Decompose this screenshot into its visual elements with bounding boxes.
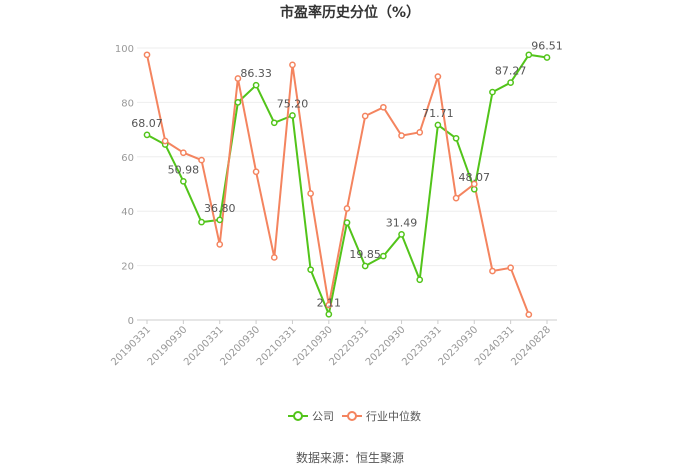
- data-point: [543, 54, 551, 61]
- data-label: 2.11: [317, 296, 342, 309]
- data-point: [180, 149, 187, 157]
- data-point: [416, 128, 424, 136]
- data-label: 75.20: [277, 97, 309, 110]
- data-point: [507, 264, 514, 272]
- data-point: [198, 218, 205, 226]
- legend-marker: [293, 411, 303, 421]
- data-point: [234, 99, 242, 106]
- y-tick-label: 80: [121, 98, 134, 109]
- data-point: [470, 180, 478, 188]
- data-point: [161, 137, 169, 145]
- legend-label[interactable]: 行业中位数: [366, 409, 421, 423]
- data-point: [216, 216, 224, 224]
- y-tick-label: 0: [128, 316, 134, 327]
- data-point: [470, 185, 478, 193]
- data-point: [489, 267, 496, 275]
- data-point: [398, 132, 405, 139]
- data-point: [289, 61, 296, 69]
- source-text: 数据来源：恒生聚源: [296, 450, 404, 465]
- series-line-1: [146, 54, 530, 315]
- data-point: [307, 190, 314, 197]
- data-point: [434, 73, 442, 80]
- data-point: [180, 177, 187, 185]
- data-point: [525, 51, 533, 59]
- data-point: [343, 219, 351, 226]
- data-label: 36.80: [204, 202, 236, 215]
- data-point: [380, 103, 387, 111]
- data-point: [307, 266, 314, 274]
- data-point: [198, 156, 205, 164]
- series-layer: [143, 51, 551, 318]
- data-point: [252, 168, 260, 176]
- y-tick-label: 60: [121, 153, 134, 164]
- data-point: [380, 252, 387, 260]
- data-point: [434, 121, 442, 129]
- data-point: [252, 81, 260, 89]
- data-point: [507, 79, 514, 86]
- legend-label[interactable]: 公司: [312, 410, 334, 423]
- data-label: 96.51: [531, 39, 563, 52]
- legend-marker: [347, 411, 357, 421]
- grid: [137, 47, 557, 321]
- data-point: [452, 134, 460, 142]
- data-point: [398, 230, 405, 238]
- data-label: 86.33: [240, 67, 272, 80]
- data-labels: 68.07 50.98 36.80 86.33 75.20 2.11 19.85 31.49 7…: [131, 39, 563, 309]
- data-label: 50.98: [168, 163, 200, 176]
- data-point: [143, 131, 151, 139]
- data-point: [489, 88, 496, 96]
- data-point: [289, 112, 296, 119]
- y-tick-label: 100: [115, 44, 134, 55]
- data-point: [325, 310, 333, 318]
- data-label: 19.85: [349, 248, 381, 261]
- data-label: 71.71: [422, 107, 454, 120]
- data-point: [325, 301, 333, 309]
- data-label: 31.49: [386, 216, 418, 229]
- data-point: [416, 276, 424, 284]
- y-axis: 0 20 40 60 80 100: [115, 44, 134, 327]
- data-label: 48.07: [459, 171, 491, 184]
- data-label: 87.27: [495, 65, 527, 78]
- data-label: 68.07: [131, 117, 163, 130]
- data-point: [452, 194, 460, 202]
- data-point: [234, 75, 242, 82]
- chart-title: 市盈率历史分位（%）: [280, 4, 420, 21]
- y-tick-label: 20: [121, 262, 134, 273]
- data-point: [143, 51, 151, 59]
- data-point: [525, 311, 533, 318]
- data-point: [361, 262, 369, 270]
- x-tick-label: 20240828: [509, 324, 553, 368]
- legend: 公司 行业中位数: [288, 409, 421, 423]
- data-point: [270, 119, 278, 127]
- y-tick-label: 40: [121, 207, 134, 218]
- data-point: [361, 112, 369, 120]
- x-axis: 2019033120190930202003312020093020210331…: [109, 320, 553, 368]
- data-point: [270, 254, 278, 261]
- data-point: [216, 241, 224, 248]
- data-point: [343, 205, 351, 212]
